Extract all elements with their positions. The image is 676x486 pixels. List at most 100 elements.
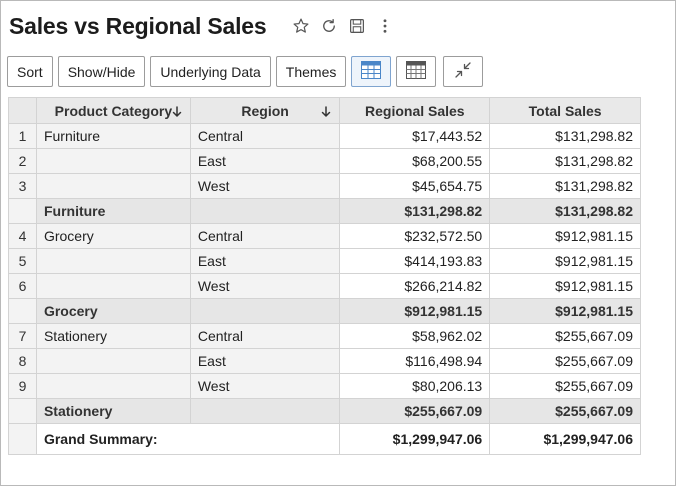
table-view-icon [361,61,382,82]
grand-summary-label: Grand Summary: [35,423,341,455]
table-row: 6 West $266,214.82 $912,981.15 [8,273,641,299]
subtotal-region-cell [189,398,341,424]
themes-button[interactable]: Themes [275,56,347,87]
save-icon[interactable] [347,16,367,36]
regional-sales-cell: $45,654.75 [339,173,491,199]
category-cell [35,173,191,199]
table-row: 3 West $45,654.75 $131,298.82 [8,173,641,199]
arrow-down-icon[interactable] [321,105,331,121]
grand-summary-row: Grand Summary: $1,299,947.06 $1,299,947.… [8,423,641,455]
arrow-down-icon[interactable] [172,105,182,121]
regional-sales-cell: $414,193.83 [339,248,491,274]
compact-view-icon [406,61,427,82]
collapse-button[interactable] [443,56,484,87]
table-row: 1 Furniture Central $17,443.52 $131,298.… [8,123,641,149]
toolbar: Sort Show/Hide Underlying Data Themes [7,56,484,87]
total-sales-cell: $255,667.09 [489,373,641,399]
show-hide-button[interactable]: Show/Hide [57,56,146,87]
page-title: Sales vs Regional Sales [9,12,267,39]
regional-sales-cell: $58,962.02 [339,323,491,349]
region-cell: Central [189,123,341,149]
subtotal-row: Furniture $131,298.82 $131,298.82 [8,198,641,224]
table-row: 5 East $414,193.83 $912,981.15 [8,248,641,274]
row-number: 5 [8,248,37,274]
collapse-icon [454,61,472,82]
compact-view-button[interactable] [396,56,437,87]
regional-sales-cell: $80,206.13 [339,373,491,399]
subtotal-regional-sales: $131,298.82 [339,198,491,224]
region-cell: Central [189,323,341,349]
total-sales-cell: $131,298.82 [489,173,641,199]
category-cell [35,373,191,399]
regional-sales-cell: $116,498.94 [339,348,491,374]
total-sales-cell: $912,981.15 [489,248,641,274]
sort-button[interactable]: Sort [7,56,53,87]
category-cell [35,148,191,174]
grand-total-sales: $1,299,947.06 [489,423,641,455]
subtotal-region-cell [189,298,341,324]
region-cell: East [189,348,341,374]
total-sales-cell: $131,298.82 [489,123,641,149]
table-view-button[interactable] [351,56,392,87]
total-sales-cell: $912,981.15 [489,223,641,249]
row-number: 4 [8,223,37,249]
column-header-label: Product Category [54,102,173,119]
regional-sales-cell: $266,214.82 [339,273,491,299]
regional-sales-cell: $17,443.52 [339,123,491,149]
header-actions [291,16,395,36]
region-cell: East [189,248,341,274]
row-number [8,298,37,324]
subtotal-label: Furniture [35,198,191,224]
column-header-region[interactable]: Region [189,97,341,124]
subtotal-regional-sales: $912,981.15 [339,298,491,324]
region-cell: West [189,173,341,199]
column-header-label: Region [241,102,289,119]
total-sales-cell: $912,981.15 [489,273,641,299]
row-number: 7 [8,323,37,349]
subtotal-regional-sales: $255,667.09 [339,398,491,424]
region-cell: Central [189,223,341,249]
row-number [8,423,37,455]
row-number: 9 [8,373,37,399]
category-cell [35,248,191,274]
row-number [8,198,37,224]
table-header-row: Product Category Region Regional Sales T… [8,97,641,124]
underlying-data-button[interactable]: Underlying Data [150,56,271,87]
category-cell: Furniture [35,123,191,149]
region-cell: West [189,273,341,299]
category-cell: Grocery [35,223,191,249]
row-number: 3 [8,173,37,199]
table-row: 4 Grocery Central $232,572.50 $912,981.1… [8,223,641,249]
row-number [8,398,37,424]
refresh-icon[interactable] [319,16,339,36]
subtotal-total-sales: $131,298.82 [489,198,641,224]
total-sales-cell: $255,667.09 [489,348,641,374]
total-sales-cell: $255,667.09 [489,323,641,349]
row-number: 1 [8,123,37,149]
category-cell: Stationery [35,323,191,349]
region-cell: East [189,148,341,174]
subtotal-row: Stationery $255,667.09 $255,667.09 [8,398,641,424]
row-number-header [8,97,37,124]
table-row: 7 Stationery Central $58,962.02 $255,667… [8,323,641,349]
grand-regional-sales: $1,299,947.06 [339,423,491,455]
column-header-product-category[interactable]: Product Category [35,97,191,124]
table-row: 2 East $68,200.55 $131,298.82 [8,148,641,174]
table-row: 9 West $80,206.13 $255,667.09 [8,373,641,399]
more-vertical-icon[interactable] [375,16,395,36]
table-row: 8 East $116,498.94 $255,667.09 [8,348,641,374]
regional-sales-cell: $68,200.55 [339,148,491,174]
column-header-total-sales[interactable]: Total Sales [489,97,641,124]
subtotal-row: Grocery $912,981.15 $912,981.15 [8,298,641,324]
subtotal-total-sales: $255,667.09 [489,398,641,424]
total-sales-cell: $131,298.82 [489,148,641,174]
subtotal-total-sales: $912,981.15 [489,298,641,324]
subtotal-region-cell [189,198,341,224]
category-cell [35,273,191,299]
report-header: Sales vs Regional Sales [9,9,395,43]
row-number: 2 [8,148,37,174]
star-icon[interactable] [291,16,311,36]
column-header-regional-sales[interactable]: Regional Sales [339,97,491,124]
row-number: 8 [8,348,37,374]
